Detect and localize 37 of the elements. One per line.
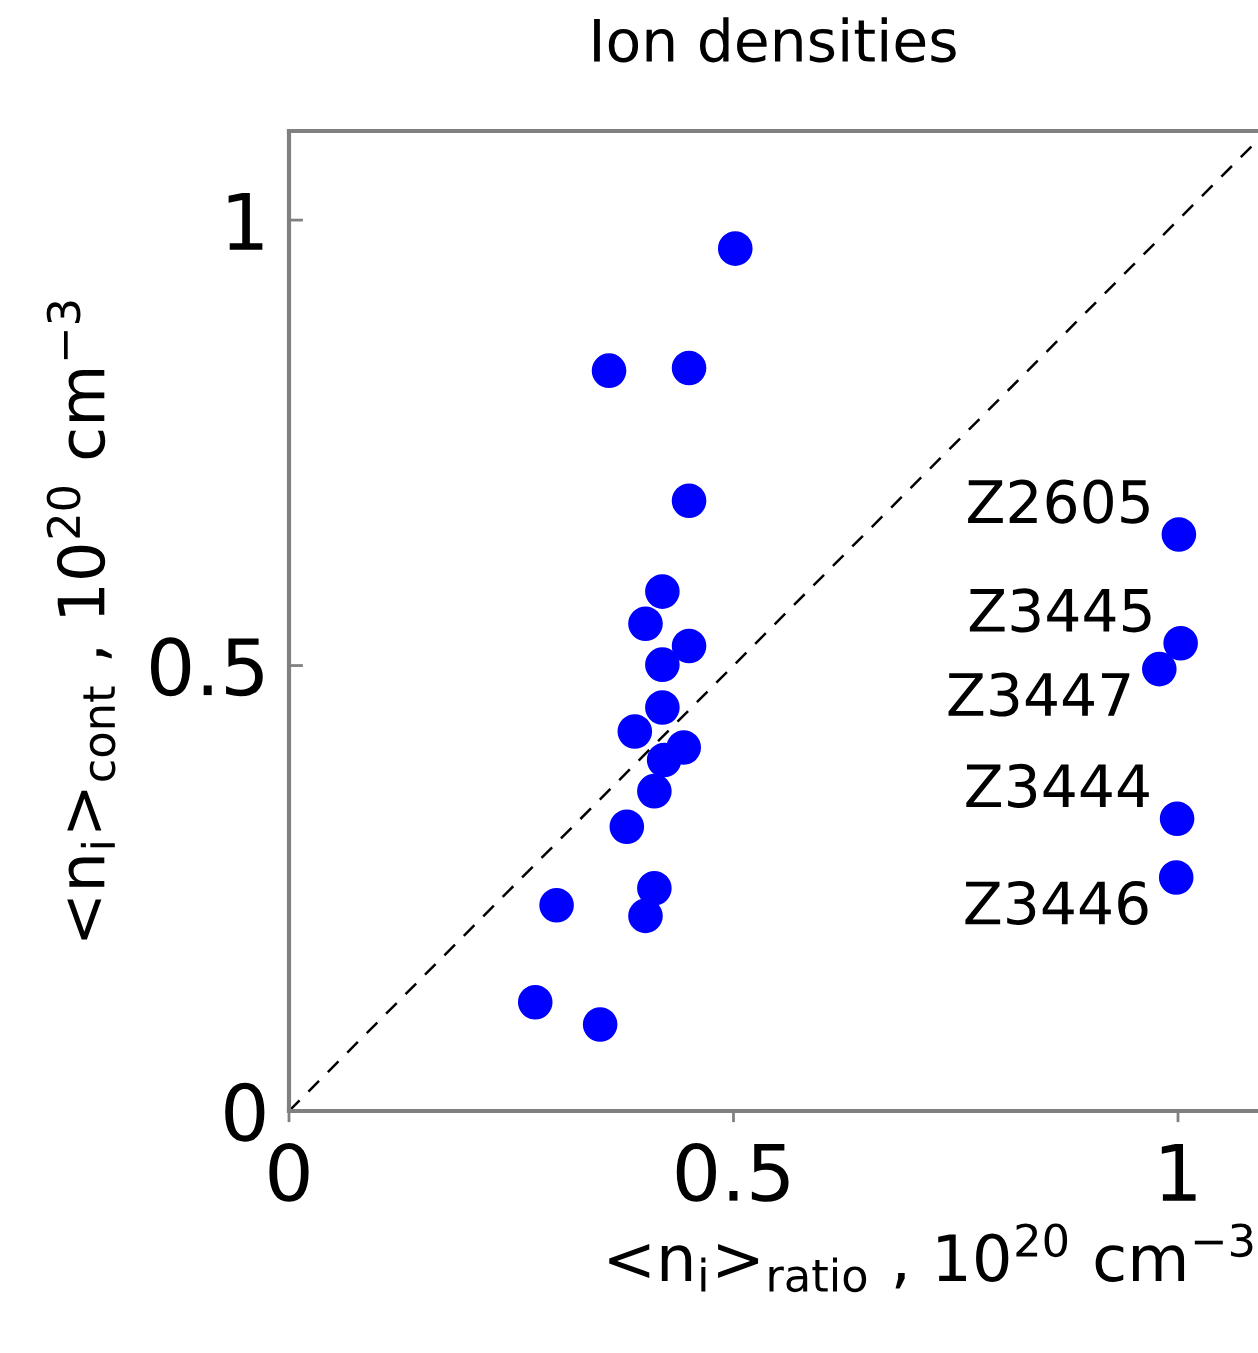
point <box>1163 625 1198 661</box>
annotation: Z2605 <box>968 479 1149 524</box>
point <box>609 809 645 845</box>
point <box>671 350 707 386</box>
point <box>645 690 680 725</box>
point <box>1142 651 1177 687</box>
y-tick-label: 1 <box>228 192 263 250</box>
annotation: Z3445 <box>969 588 1151 633</box>
y-tick-label: 0 <box>225 1082 265 1142</box>
point <box>1161 517 1197 552</box>
x-tick-label: 1 <box>1161 1143 1196 1201</box>
point <box>717 231 753 266</box>
x-tick-label: 0 <box>269 1142 309 1202</box>
y-axis-title: <n$_{i}$>$_{cont}$ , 10$^{20}$ cm$^{−3}$ <box>46 301 116 940</box>
point <box>637 773 672 809</box>
annotation: Z3444 <box>966 763 1149 808</box>
annotation: Z3446 <box>965 880 1148 926</box>
point <box>637 870 672 906</box>
point <box>646 742 682 778</box>
point <box>645 574 680 609</box>
point <box>1159 801 1195 837</box>
chart-title: Ion densities <box>594 17 956 63</box>
point <box>645 647 680 682</box>
point <box>617 714 653 749</box>
point <box>539 887 574 923</box>
point <box>517 985 553 1020</box>
point <box>582 1007 618 1042</box>
point <box>671 628 707 664</box>
point <box>591 353 627 388</box>
x-axis-title: <n$_{i}$>$_{ratio}$ , 10$^{20}$ cm$^{−3}$ <box>609 1223 1253 1293</box>
x-tick-label: 0.5 <box>676 1142 789 1202</box>
point <box>628 898 663 934</box>
point <box>671 483 707 519</box>
point <box>628 606 663 641</box>
point <box>1158 860 1194 895</box>
y-tick-label: 0.5 <box>150 637 263 697</box>
annotation: Z3447 <box>948 672 1130 717</box>
